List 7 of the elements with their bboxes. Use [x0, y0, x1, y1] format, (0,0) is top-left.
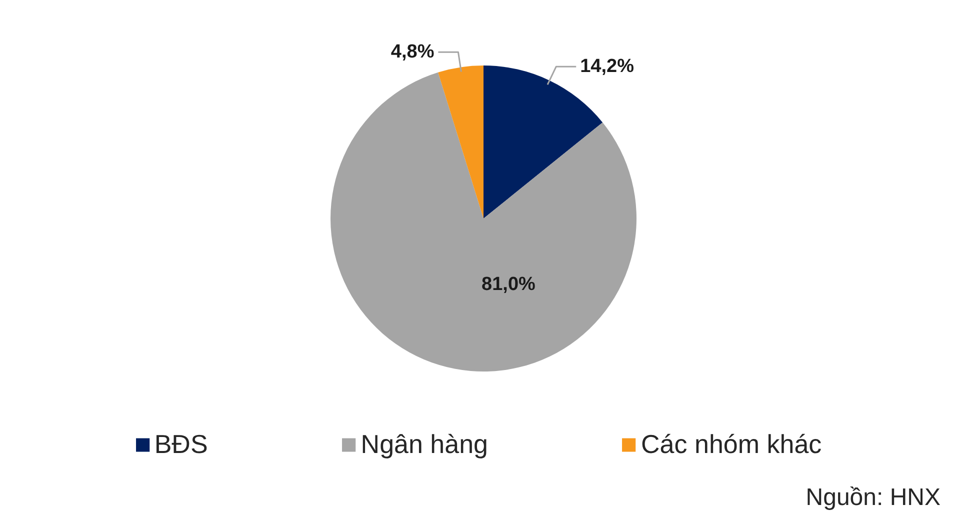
- text: Nguồn: HNX: [806, 484, 941, 511]
- legend-label: BĐS: [154, 429, 208, 460]
- data-label: 4,8%: [390, 42, 434, 63]
- legend-label: Các nhóm khác: [641, 429, 822, 460]
- data-label: 14,2%: [580, 56, 634, 78]
- data-label: 81,0%: [482, 274, 536, 295]
- legend-label: Ngân hàng: [360, 429, 488, 460]
